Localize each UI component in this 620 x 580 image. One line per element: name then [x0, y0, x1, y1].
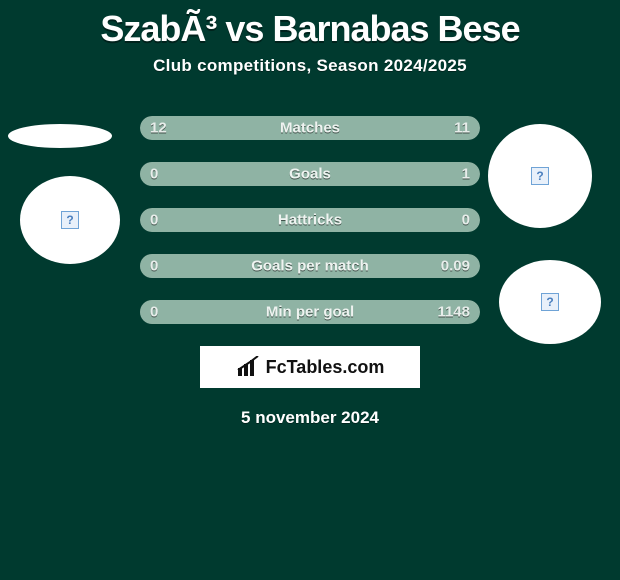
stat-label: Goals per match	[251, 258, 369, 275]
subtitle: Club competitions, Season 2024/2025	[0, 56, 620, 76]
snapshot-date: 5 november 2024	[0, 408, 620, 428]
player2-value: 11	[454, 120, 470, 137]
stat-row: Min per goal 0 1148	[140, 300, 480, 324]
player2-value: 1	[462, 166, 470, 183]
stat-row: Matches 12 11	[140, 116, 480, 140]
brand-name: FcTables.com	[266, 357, 385, 378]
source-badge: FcTables.com	[200, 346, 420, 388]
stat-label: Min per goal	[266, 304, 354, 321]
stat-label: Matches	[280, 120, 340, 137]
player2-avatar-a: ?	[488, 124, 592, 228]
barchart-icon	[236, 356, 262, 378]
stat-row: Goals 0 1	[140, 162, 480, 186]
player1-value: 12	[150, 120, 167, 137]
player2-avatar-b: ?	[499, 260, 601, 344]
player1-value: 0	[150, 212, 158, 229]
player1-value: 0	[150, 258, 158, 275]
placeholder-icon: ?	[541, 293, 559, 311]
player2-value: 1148	[437, 304, 470, 321]
player1-value: 0	[150, 304, 158, 321]
stat-row: Goals per match 0 0.09	[140, 254, 480, 278]
player2-value: 0.09	[441, 258, 470, 275]
stat-label: Hattricks	[278, 212, 342, 229]
player1-value: 0	[150, 166, 158, 183]
stat-label: Goals	[289, 166, 331, 183]
player1-avatar: ?	[20, 176, 120, 264]
page-title: SzabÃ³ vs Barnabas Bese	[0, 0, 620, 50]
stat-row: Hattricks 0 0	[140, 208, 480, 232]
placeholder-icon: ?	[531, 167, 549, 185]
comparison-bars: Matches1211Goals01Hattricks00Goals per m…	[140, 116, 480, 324]
placeholder-icon: ?	[61, 211, 79, 229]
player2-value: 0	[462, 212, 470, 229]
ellipse-decoration-left	[8, 124, 112, 148]
